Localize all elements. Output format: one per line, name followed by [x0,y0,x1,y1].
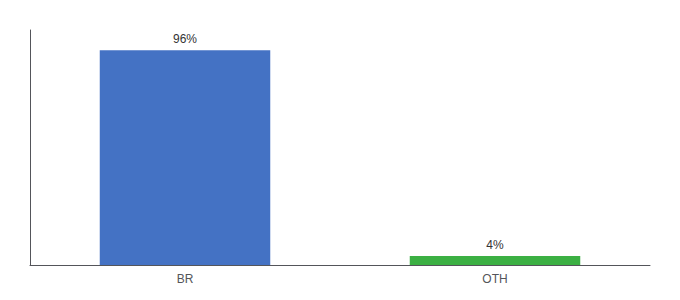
svg-text:BR: BR [177,272,194,286]
svg-text:4%: 4% [486,238,504,252]
svg-text:OTH: OTH [482,272,507,286]
svg-text:96%: 96% [173,32,197,46]
